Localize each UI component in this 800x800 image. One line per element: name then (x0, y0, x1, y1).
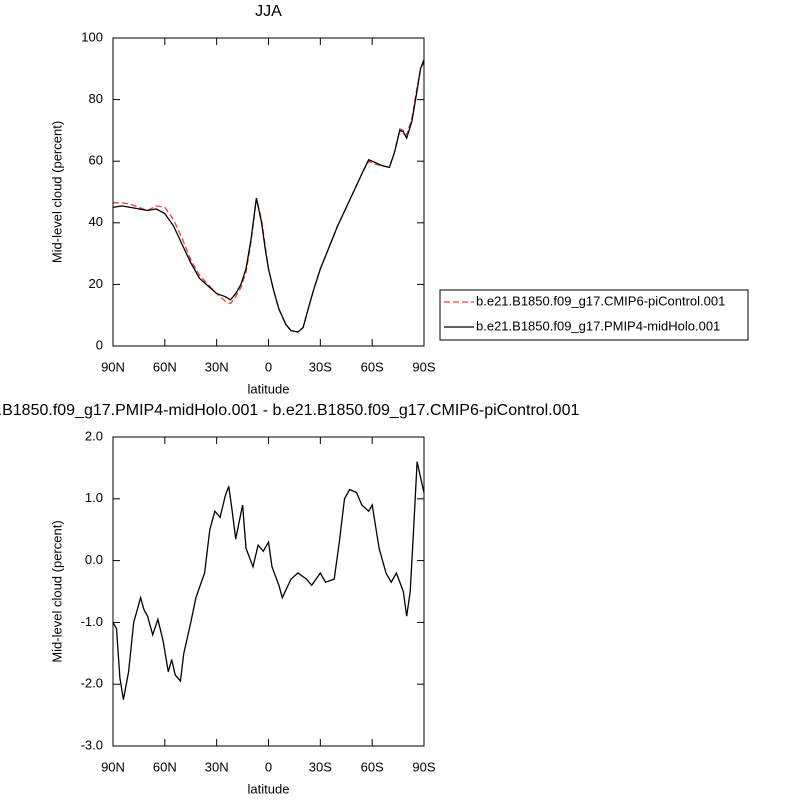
x-tick-label: 0 (265, 359, 272, 374)
data-line (113, 62, 425, 333)
y-tick-label: 60 (89, 153, 103, 168)
legend-box (439, 289, 749, 341)
x-axis-label: latitude (248, 781, 290, 796)
data-line (112, 461, 425, 700)
y-tick-label: -2.0 (81, 676, 103, 691)
x-tick-label: 30S (309, 359, 332, 374)
x-tick-label: 30S (309, 759, 332, 774)
y-tick-label: -1.0 (81, 614, 103, 629)
legend-label: b.e21.B1850.f09_g17.PMIP4-midHolo.001 (476, 318, 720, 333)
x-tick-label: 0 (265, 759, 272, 774)
y-axis-label: Mid-level cloud (percent) (49, 520, 64, 662)
x-tick-label: 60N (153, 759, 177, 774)
y-tick-label: 0.0 (85, 552, 103, 567)
y-tick-label: 1.0 (85, 490, 103, 505)
y-tick-label: 100 (81, 29, 103, 44)
y-tick-label: 0 (96, 337, 103, 352)
chart-title: b.e21.B1850.f09_g17.PMIP4-midHolo.001 - … (0, 402, 579, 419)
y-tick-label: 2.0 (85, 428, 103, 443)
chart-title: JJA (255, 3, 282, 20)
y-axis-label: Mid-level cloud (percent) (49, 121, 64, 263)
y-tick-label: 40 (89, 214, 103, 229)
x-tick-label: 90N (101, 759, 125, 774)
x-tick-label: 60S (361, 759, 384, 774)
plot-frame (112, 37, 425, 347)
x-tick-label: 60S (361, 359, 384, 374)
x-tick-label: 30N (205, 359, 229, 374)
x-tick-label: 90N (101, 359, 125, 374)
legend-label: b.e21.B1850.f09_g17.CMIP6-piControl.001 (476, 293, 725, 308)
x-axis-label: latitude (248, 381, 290, 396)
x-tick-label: 90S (412, 359, 435, 374)
y-tick-label: 20 (89, 276, 103, 291)
x-tick-label: 90S (412, 759, 435, 774)
y-tick-label: -3.0 (81, 737, 103, 752)
data-line (112, 59, 425, 333)
x-tick-label: 60N (153, 359, 177, 374)
plot-frame (112, 436, 425, 747)
x-tick-label: 30N (205, 759, 229, 774)
y-tick-label: 80 (89, 91, 103, 106)
